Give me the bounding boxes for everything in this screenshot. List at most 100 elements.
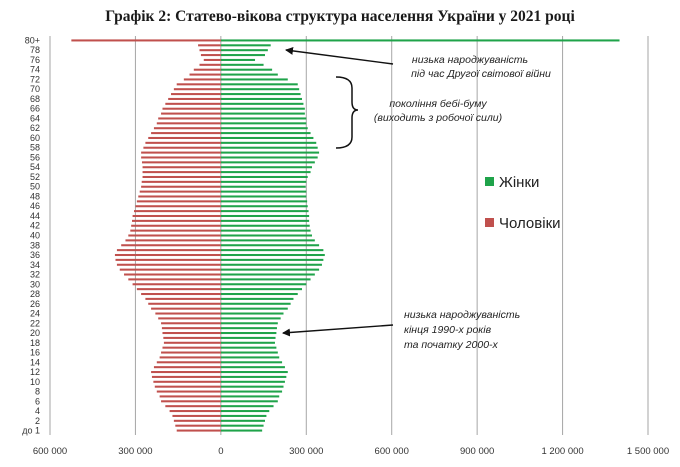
bar-women-48 — [220, 195, 307, 198]
x-tick-label-0: 600 000 — [33, 446, 67, 457]
bar-men-28 — [141, 292, 221, 296]
bar-men-71 — [176, 83, 221, 86]
bar-men-70 — [173, 88, 221, 91]
x-tick-label-5: 900 000 — [460, 446, 494, 457]
chart-title: Графік 2: Статево-вікова структура насел… — [105, 8, 575, 25]
age-label-11: 22 — [30, 318, 40, 328]
age-label-35: 70 — [30, 84, 40, 94]
bar-women-11 — [220, 375, 287, 378]
age-label-9: 18 — [30, 338, 40, 348]
bar-women-75 — [220, 63, 264, 66]
x-tick-labels: 600 000 300 000 0 300 000 600 000 900 000 1 20… — [33, 446, 669, 457]
age-label-7: 14 — [30, 357, 40, 367]
bar-women-10 — [220, 380, 285, 383]
annotation-1990s-line1: низька народжуваність — [404, 309, 520, 321]
bar-men-32 — [124, 273, 221, 276]
age-label-0: до 1 — [22, 426, 40, 436]
bar-men-48 — [138, 195, 221, 198]
bar-women-73 — [220, 73, 278, 76]
annotation-1990s-line3: та початку 2000-х — [404, 339, 499, 351]
annotation-babyboom-line1: покоління бебі-буму — [389, 98, 487, 110]
bar-women-30 — [220, 283, 307, 286]
bar-men-25 — [151, 307, 221, 310]
bar-men-35 — [115, 258, 221, 261]
bar-men-23 — [158, 317, 221, 320]
bar-men-66 — [162, 107, 221, 110]
bar-women-7 — [220, 395, 280, 398]
bar-women-34 — [220, 263, 322, 266]
bar-women-38 — [220, 244, 320, 247]
age-label-38: 76 — [30, 55, 40, 65]
bar-men-31 — [128, 278, 221, 281]
annotation-babyboom-line2: (виходить з робочої сили) — [374, 112, 502, 124]
bar-women-17 — [220, 346, 277, 349]
bar-women-45 — [220, 210, 309, 213]
age-label-3: 6 — [35, 396, 40, 406]
bar-women-36 — [220, 253, 325, 257]
age-label-8: 16 — [30, 348, 40, 358]
bar-men-44 — [132, 214, 221, 218]
bar-men-57 — [141, 151, 221, 154]
bar-men-7 — [159, 395, 221, 398]
bar-men-47 — [136, 200, 221, 203]
bar-men-50 — [141, 185, 221, 188]
annotation-1990s-line2: кінця 1990-х років — [404, 324, 492, 336]
legend-label-women: Жінки — [499, 174, 539, 191]
bar-men-18 — [163, 341, 221, 344]
age-label-23: 46 — [30, 201, 40, 211]
bar-men-59 — [145, 141, 221, 144]
bar-men-61 — [151, 132, 221, 135]
bar-men-30 — [132, 283, 221, 286]
bar-men-69 — [171, 93, 221, 96]
bar-men-4 — [169, 410, 221, 413]
bar-women-67 — [220, 102, 304, 105]
bar-women-35 — [220, 258, 324, 261]
bar-women-26 — [220, 302, 291, 305]
bar-women-23 — [220, 317, 281, 320]
bar-women-40 — [220, 234, 312, 237]
age-label-36: 72 — [30, 74, 40, 84]
bar-men-33 — [119, 268, 221, 271]
bar-women-41 — [220, 229, 311, 232]
bar-men-68 — [168, 97, 221, 100]
x-tick-label-7: 1 500 000 — [627, 446, 669, 457]
bar-men-10 — [153, 380, 221, 383]
bar-women-37 — [220, 249, 324, 252]
bar-men-62 — [153, 127, 221, 130]
bar-women-51 — [220, 180, 307, 183]
bar-women-21 — [220, 327, 277, 330]
age-label-10: 20 — [30, 328, 40, 338]
age-label-33: 66 — [30, 104, 40, 114]
bar-men-17 — [162, 346, 221, 349]
bar-men-14 — [156, 361, 221, 364]
bar-women-28 — [220, 292, 298, 296]
bar-men-63 — [156, 122, 221, 125]
bar-women-25 — [220, 307, 288, 310]
bar-men-16 — [161, 351, 221, 354]
age-label-27: 54 — [30, 162, 40, 172]
bar-men-8 — [156, 390, 221, 393]
bar-women-55 — [220, 161, 315, 164]
bar-men-56 — [141, 156, 221, 159]
bar-men-42 — [131, 224, 221, 227]
bar-women-77 — [220, 54, 265, 57]
arrow-ww2 — [285, 46, 394, 65]
bar-women-3 — [220, 414, 267, 417]
bar-women-19 — [220, 336, 276, 339]
bar-men-43 — [132, 219, 221, 222]
bar-men-73 — [189, 73, 221, 76]
bar-women-0 — [220, 429, 263, 432]
bar-men-19 — [163, 336, 221, 339]
bar-men-24 — [155, 312, 221, 315]
bar-men-60 — [148, 136, 221, 139]
age-label-14: 28 — [30, 289, 40, 299]
age-label-20: 40 — [30, 231, 40, 241]
bar-women-46 — [220, 205, 308, 208]
bar-men-13 — [153, 366, 221, 369]
bar-women-61 — [220, 132, 311, 135]
age-label-12: 24 — [30, 309, 40, 319]
legend-swatch-women — [485, 177, 494, 186]
bar-women-39 — [220, 239, 315, 242]
bar-women-76 — [220, 58, 256, 61]
